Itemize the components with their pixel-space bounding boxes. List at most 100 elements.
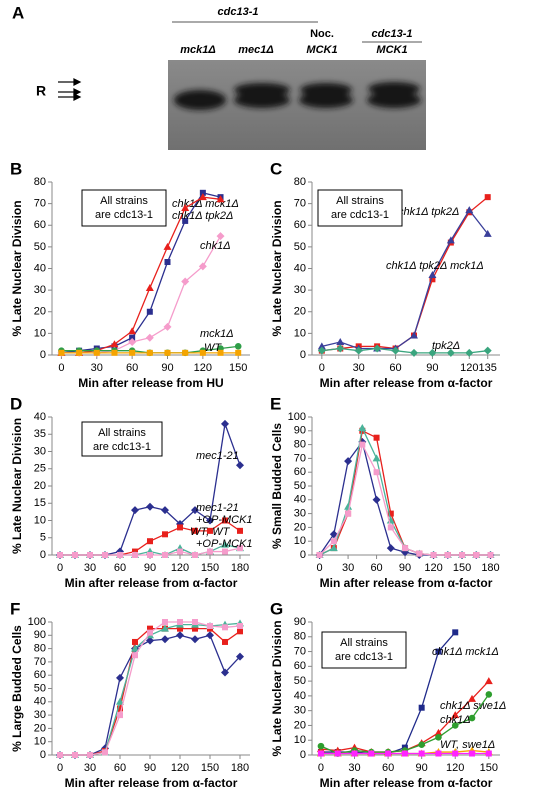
marker bbox=[132, 652, 138, 659]
marker bbox=[484, 194, 491, 201]
note-box bbox=[81, 421, 163, 457]
marker bbox=[391, 346, 400, 355]
marker bbox=[465, 348, 474, 357]
series-line bbox=[61, 192, 221, 354]
marker bbox=[182, 349, 189, 356]
x-tick-label: 120 bbox=[446, 762, 464, 774]
marker bbox=[237, 545, 243, 552]
marker bbox=[110, 340, 119, 348]
marker bbox=[198, 193, 207, 201]
marker bbox=[177, 524, 183, 531]
y-tick-label: 50 bbox=[34, 682, 46, 694]
marker bbox=[93, 349, 100, 356]
y-tick-label: 10 bbox=[294, 327, 306, 339]
x-tick-label: 90 bbox=[399, 562, 411, 574]
y-tick-label: 100 bbox=[288, 411, 306, 423]
marker bbox=[117, 552, 123, 558]
marker bbox=[146, 349, 153, 356]
marker bbox=[57, 552, 63, 558]
marker bbox=[162, 531, 168, 538]
y-tick-label: 100 bbox=[28, 616, 46, 628]
marker bbox=[469, 750, 476, 757]
marker bbox=[145, 283, 154, 291]
y-tick-label: 60 bbox=[34, 669, 46, 681]
marker bbox=[344, 502, 353, 510]
marker bbox=[131, 506, 139, 515]
y-tick-label: 40 bbox=[294, 494, 306, 506]
x-axis-label: Min after release from α-factor bbox=[65, 576, 238, 590]
marker bbox=[385, 750, 392, 757]
x-tick-label: 0 bbox=[317, 562, 323, 574]
marker bbox=[316, 552, 323, 558]
marker bbox=[222, 638, 228, 645]
marker bbox=[429, 276, 436, 283]
x-tick-label: 150 bbox=[229, 362, 247, 374]
marker-arrows bbox=[58, 78, 82, 101]
y-tick-label: 40 bbox=[294, 690, 306, 702]
y-tick-label: 70 bbox=[34, 656, 46, 668]
y-tick-label: 40 bbox=[34, 262, 46, 274]
x-tick-label: 180 bbox=[231, 562, 249, 574]
note-text: All strains bbox=[98, 427, 146, 439]
marker bbox=[176, 631, 184, 640]
marker bbox=[146, 636, 154, 645]
marker bbox=[128, 327, 137, 335]
y-tick-label: 60 bbox=[294, 219, 306, 231]
marker bbox=[182, 217, 189, 224]
marker bbox=[418, 741, 425, 748]
marker bbox=[206, 516, 214, 525]
x-tick-label: 30 bbox=[84, 762, 96, 774]
series-line bbox=[319, 429, 491, 556]
lane-label: MCK1 bbox=[376, 44, 407, 56]
marker bbox=[372, 454, 381, 462]
series-label: chk1Δ bbox=[200, 240, 231, 252]
note-text: All strains bbox=[100, 195, 148, 207]
marker bbox=[147, 625, 153, 632]
annotation: +OP-MCK1 bbox=[196, 514, 253, 526]
marker bbox=[372, 495, 381, 504]
marker bbox=[72, 552, 78, 558]
note-box bbox=[81, 189, 167, 227]
y-axis-label: % Late Nuclear Division bbox=[10, 200, 24, 336]
marker bbox=[234, 343, 242, 350]
x-tick-label: 0 bbox=[57, 762, 63, 774]
marker bbox=[128, 338, 137, 347]
x-tick-label: 120 bbox=[171, 762, 189, 774]
panel-letter: C bbox=[270, 159, 282, 178]
y-tick-label: 20 bbox=[294, 719, 306, 731]
series-label: chk1Δ mck1Δ bbox=[432, 646, 499, 658]
x-tick-label: 30 bbox=[91, 362, 103, 374]
lane-label: mec1Δ bbox=[238, 44, 274, 56]
series-line bbox=[321, 347, 488, 354]
x-tick-label: 30 bbox=[348, 762, 360, 774]
marker bbox=[435, 733, 442, 741]
y-tick-label: 60 bbox=[294, 466, 306, 478]
panel-letter: B bbox=[10, 159, 22, 178]
group-label: Noc. bbox=[310, 28, 334, 40]
marker bbox=[237, 527, 243, 534]
y-axis-label: % Small Budded Cells bbox=[270, 423, 284, 549]
x-tick-label: 60 bbox=[370, 562, 382, 574]
marker bbox=[207, 548, 213, 555]
y-tick-label: 90 bbox=[294, 425, 306, 437]
marker bbox=[147, 552, 153, 558]
marker bbox=[473, 552, 480, 558]
x-tick-label: 120 bbox=[194, 362, 212, 374]
marker bbox=[317, 742, 325, 750]
series-label: WT bbox=[204, 342, 222, 354]
marker bbox=[237, 628, 243, 635]
marker bbox=[416, 550, 423, 557]
marker bbox=[161, 506, 169, 515]
y-tick-label: 20 bbox=[294, 306, 306, 318]
x-tick-label: 0 bbox=[57, 562, 63, 574]
marker bbox=[387, 510, 394, 517]
marker bbox=[402, 545, 409, 552]
marker bbox=[351, 750, 358, 757]
note-text: are cdc13-1 bbox=[335, 651, 393, 663]
marker bbox=[207, 622, 213, 629]
marker bbox=[336, 344, 345, 353]
x-tick-label: 90 bbox=[416, 762, 428, 774]
marker bbox=[435, 750, 442, 757]
panel-letter: G bbox=[270, 599, 283, 618]
marker bbox=[146, 308, 153, 315]
